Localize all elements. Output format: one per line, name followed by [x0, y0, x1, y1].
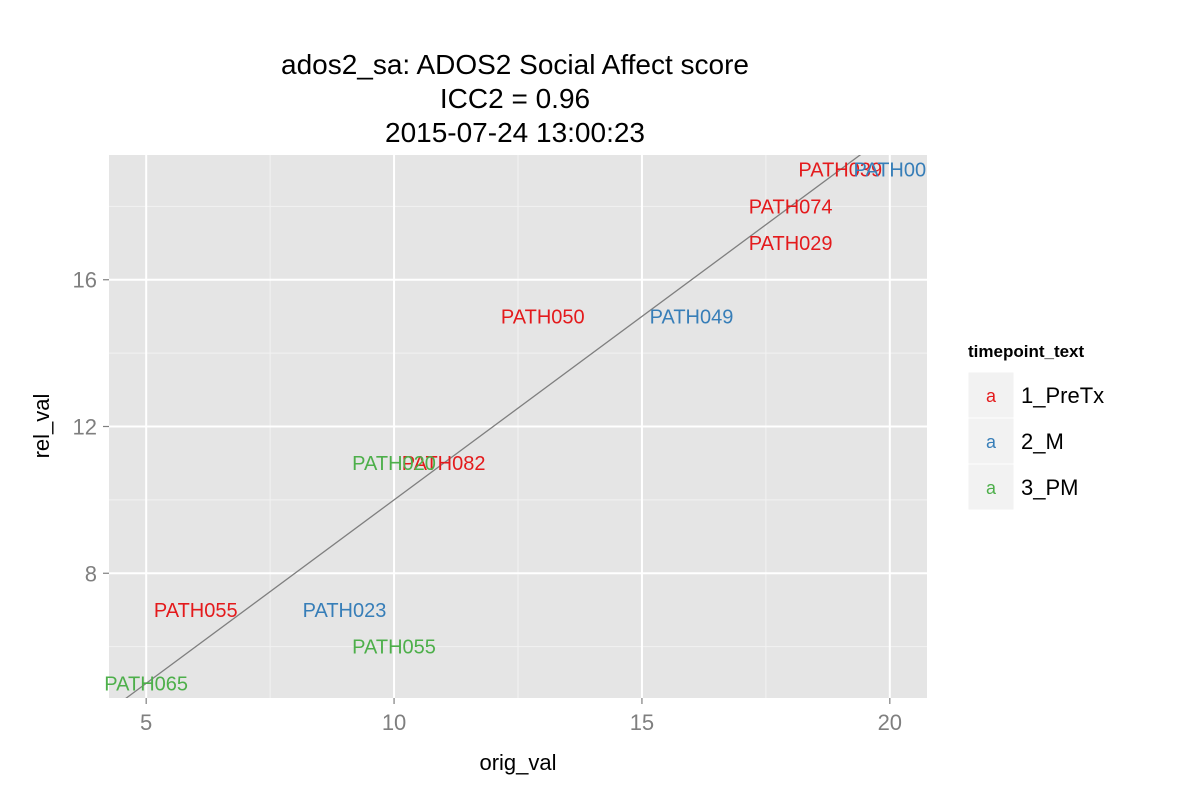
legend-label: 3_PM	[1021, 475, 1078, 500]
grid-major	[109, 155, 927, 698]
legend-label: 2_M	[1021, 429, 1064, 454]
point-label: PATH074	[749, 196, 833, 218]
y-tick-label: 12	[73, 415, 97, 440]
point-label: PATH055	[352, 637, 436, 659]
chart-title-line-2: ICC2 = 0.96	[440, 83, 590, 114]
legend-key	[967, 417, 1015, 465]
identity-reference-line	[125, 155, 862, 698]
point-label: PATH055	[154, 600, 238, 622]
point-label: PATH065	[104, 673, 188, 695]
y-tick-label: 16	[73, 268, 97, 293]
point-labels: PATH039PATH074PATH029PATH050PATH082PATH0…	[104, 160, 926, 696]
point-label: PATH023	[303, 600, 387, 622]
legend-title: timepoint_text	[968, 342, 1085, 361]
y-axis-title: rel_val	[29, 394, 54, 459]
point-label: PATH039	[798, 160, 882, 182]
y-axis-ticks: 8 12 16	[73, 268, 109, 586]
x-tick-label: 15	[630, 710, 654, 735]
legend-key	[967, 463, 1015, 511]
x-tick-label: 20	[878, 710, 902, 735]
point-label: PATH049	[650, 306, 734, 328]
x-axis-ticks: 5 10 15 20	[140, 698, 902, 735]
x-axis-title: orig_val	[479, 750, 556, 775]
legend-key-glyph: a	[986, 432, 997, 452]
legend-key-glyph: a	[986, 478, 997, 498]
point-label: PATH020	[352, 453, 436, 475]
legend-key-glyph: a	[986, 386, 997, 406]
point-label: PATH029	[749, 233, 833, 255]
x-tick-label: 10	[382, 710, 406, 735]
y-tick-label: 8	[85, 561, 97, 586]
legend-label: 1_PreTx	[1021, 383, 1104, 408]
x-tick-label: 5	[140, 710, 152, 735]
chart-title: ados2_sa: ADOS2 Social Affect score ICC2…	[281, 49, 749, 148]
point-label: PATH082	[402, 453, 486, 475]
point-label: PATH050	[501, 306, 585, 328]
chart-title-line-1: ados2_sa: ADOS2 Social Affect score	[281, 49, 749, 80]
point-label: PATH00	[854, 160, 927, 182]
legend-key	[967, 371, 1015, 419]
chart-title-line-3: 2015-07-24 13:00:23	[385, 117, 645, 148]
